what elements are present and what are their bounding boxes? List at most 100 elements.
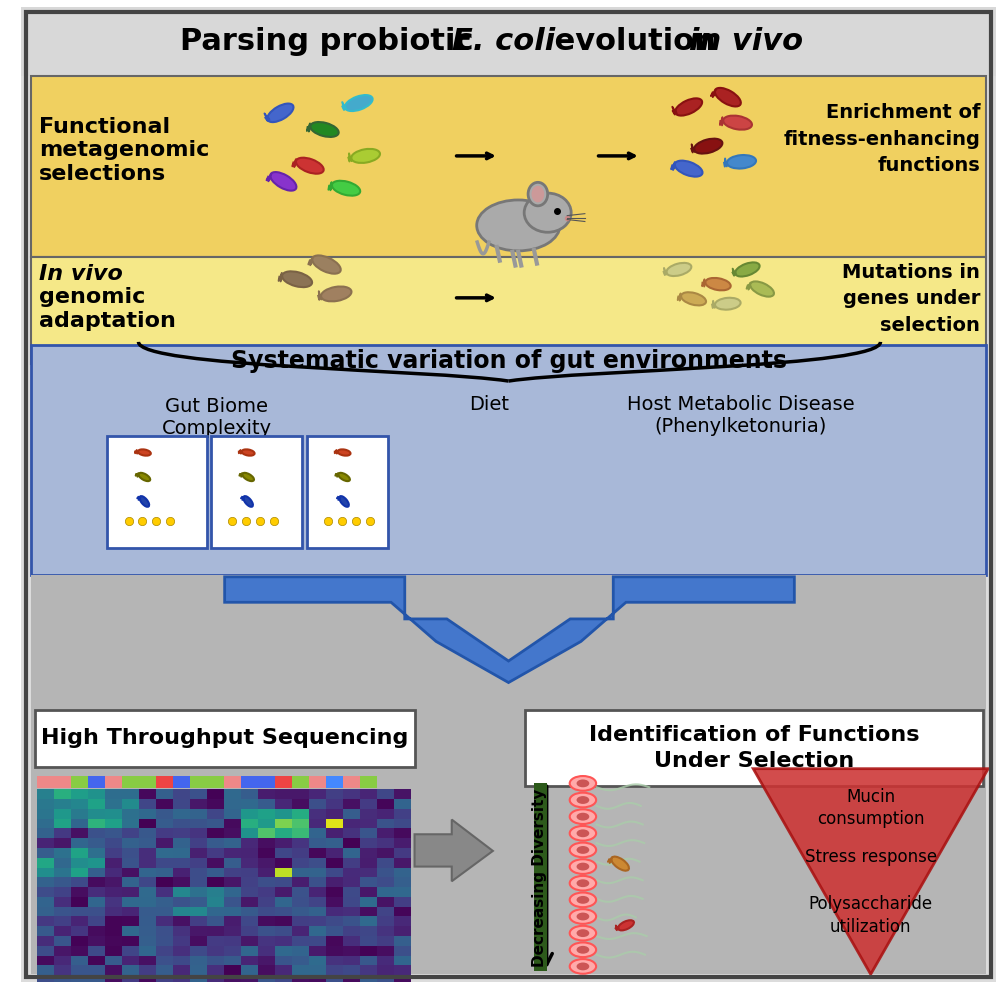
Bar [155, 897, 172, 906]
Bar [155, 946, 172, 955]
Ellipse shape [675, 99, 702, 116]
Bar [122, 926, 138, 936]
Ellipse shape [528, 182, 548, 206]
Bar [241, 839, 258, 848]
Bar [241, 975, 258, 985]
Bar [275, 877, 292, 887]
Bar [88, 789, 105, 799]
Bar [172, 926, 189, 936]
Bar [292, 946, 309, 955]
Bar [393, 946, 410, 955]
Bar [122, 887, 138, 897]
Bar [326, 975, 343, 985]
Bar [343, 877, 360, 887]
Text: Gut Biome
Complexity: Gut Biome Complexity [161, 396, 272, 437]
Bar [292, 809, 309, 819]
Bar [37, 868, 54, 877]
Ellipse shape [570, 909, 597, 924]
Bar [138, 776, 155, 788]
Bar [224, 897, 241, 906]
Bar [108, 436, 207, 549]
Bar [37, 897, 54, 906]
Text: Polysaccharide
utilization: Polysaccharide utilization [809, 895, 933, 935]
Bar [206, 829, 224, 839]
Bar [275, 839, 292, 848]
Bar [37, 877, 54, 887]
Bar [224, 906, 241, 916]
Bar [393, 809, 410, 819]
Bar [105, 897, 122, 906]
Bar [189, 799, 206, 809]
Bar [105, 906, 122, 916]
Bar [189, 916, 206, 926]
Bar [105, 776, 122, 788]
Bar [138, 936, 155, 946]
Bar [54, 799, 71, 809]
Bar [309, 809, 326, 819]
Bar [172, 819, 189, 829]
Bar [189, 868, 206, 877]
Bar [37, 955, 54, 965]
Bar [122, 877, 138, 887]
Bar [343, 946, 360, 955]
Bar [224, 955, 241, 965]
Bar [138, 965, 155, 975]
Ellipse shape [312, 255, 341, 274]
Bar [54, 776, 71, 788]
Ellipse shape [570, 826, 597, 841]
Bar [155, 868, 172, 877]
Bar [393, 926, 410, 936]
Bar [393, 955, 410, 965]
Bar [172, 965, 189, 975]
Bar [31, 76, 986, 257]
Bar [189, 858, 206, 868]
Bar [376, 848, 393, 858]
Bar [206, 955, 224, 965]
Bar [241, 858, 258, 868]
Bar [258, 916, 275, 926]
Bar [241, 868, 258, 877]
Bar [21, 7, 996, 76]
Bar [71, 955, 88, 965]
Bar [292, 936, 309, 946]
Bar [258, 789, 275, 799]
Bar [275, 965, 292, 975]
Bar [138, 809, 155, 819]
Ellipse shape [137, 449, 150, 455]
Bar [37, 975, 54, 985]
Bar [292, 887, 309, 897]
Bar [343, 829, 360, 839]
Bar [326, 848, 343, 858]
Ellipse shape [311, 123, 339, 136]
Bar [258, 955, 275, 965]
Bar [54, 877, 71, 887]
Bar [275, 858, 292, 868]
Bar [393, 975, 410, 985]
Text: Diet: Diet [469, 394, 509, 413]
Bar [275, 799, 292, 809]
Ellipse shape [570, 892, 597, 907]
Bar [172, 936, 189, 946]
Bar [275, 906, 292, 916]
Bar [122, 965, 138, 975]
Bar [343, 789, 360, 799]
Bar [37, 809, 54, 819]
Bar [172, 799, 189, 809]
Bar [360, 906, 376, 916]
Bar [138, 916, 155, 926]
Bar [105, 887, 122, 897]
Bar [343, 916, 360, 926]
Bar [360, 789, 376, 799]
Bar [360, 965, 376, 975]
Bar [189, 789, 206, 799]
Bar [258, 906, 275, 916]
Bar [376, 829, 393, 839]
Bar [71, 839, 88, 848]
Text: Stress response: Stress response [805, 848, 937, 866]
Ellipse shape [674, 160, 702, 176]
Ellipse shape [715, 88, 741, 107]
Bar [189, 829, 206, 839]
Bar [172, 887, 189, 897]
Bar [71, 946, 88, 955]
Bar [309, 858, 326, 868]
